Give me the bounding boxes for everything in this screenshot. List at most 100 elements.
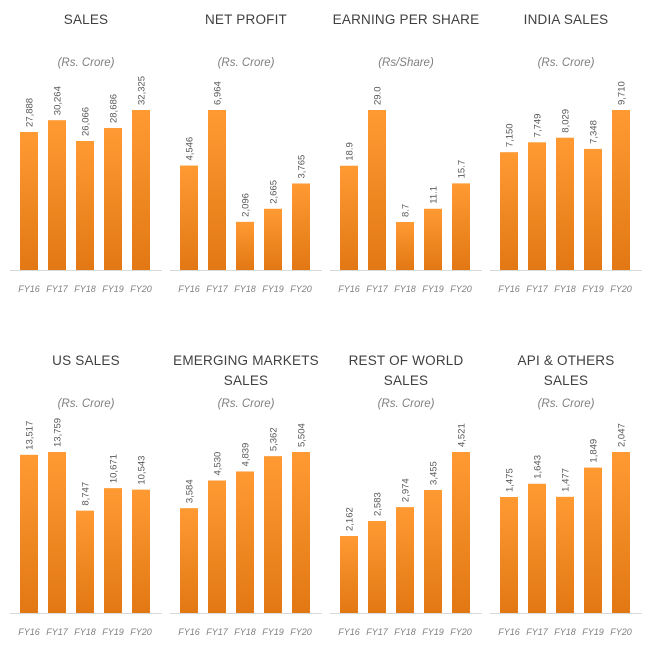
data-label: 8.7	[401, 204, 412, 217]
bar-fy18	[76, 140, 94, 270]
bar-fy16	[180, 508, 198, 613]
category-label: FY18	[234, 284, 256, 294]
category-label: FY18	[74, 284, 96, 294]
category-label: FY18	[554, 627, 576, 637]
category-label: FY20	[610, 627, 632, 637]
category-label: FY19	[262, 627, 284, 637]
chart-subtitle: (Rs. Crore)	[537, 398, 595, 410]
data-label: 4,839	[241, 443, 252, 467]
bar-fy19	[584, 148, 602, 270]
bar-fy18	[236, 471, 254, 613]
data-label: 2,047	[617, 423, 628, 447]
data-label: 8,747	[81, 482, 92, 506]
category-label: FY17	[366, 627, 389, 637]
bar-fy19	[264, 456, 282, 613]
chart-subtitle: (Rs/Share)	[378, 57, 434, 69]
category-label: FY18	[234, 627, 256, 637]
data-label: 3,455	[429, 461, 440, 485]
bar-fy19	[584, 467, 602, 613]
chart-title: NET PROFIT	[204, 12, 287, 27]
category-label: FY16	[498, 627, 520, 637]
data-label: 2,583	[373, 492, 384, 516]
category-label: FY18	[394, 627, 416, 637]
data-label: 9,710	[617, 81, 628, 105]
category-label: FY16	[498, 284, 520, 294]
bar-chart: 7,150 FY16 7,749 FY17 8,029 FY18 7,348 FY19 9,71…	[490, 81, 642, 294]
bar-fy18	[556, 137, 574, 270]
bar-fy17	[48, 452, 66, 613]
data-label: 6,964	[213, 81, 224, 105]
category-label: FY17	[46, 284, 69, 294]
bar-fy17	[368, 521, 386, 613]
data-label: 4,546	[185, 137, 196, 161]
bar-fy16	[20, 131, 38, 270]
bar-fy20	[612, 110, 630, 270]
data-label: 10,543	[137, 456, 148, 485]
data-label: 18.9	[345, 142, 356, 161]
bar-fy18	[396, 222, 414, 270]
chart-subtitle: (Rs. Crore)	[217, 57, 275, 69]
bar-fy16	[180, 165, 198, 270]
category-label: FY20	[130, 284, 152, 294]
data-label: 8,029	[561, 109, 572, 133]
data-label: 27,888	[25, 98, 36, 127]
bar-chart: 3,584 FY16 4,530 FY17 4,839 FY18 5,362 FY19 5,50…	[170, 423, 322, 637]
data-label: 32,325	[137, 76, 148, 105]
category-label: FY17	[366, 284, 389, 294]
bar-fy20	[452, 183, 470, 270]
category-label: FY16	[178, 627, 200, 637]
category-label: FY20	[610, 284, 632, 294]
category-label: FY20	[130, 627, 152, 637]
bar-fy17	[208, 110, 226, 270]
chart-subtitle: (Rs. Crore)	[57, 57, 115, 69]
category-label: FY19	[422, 284, 444, 294]
bar-fy19	[424, 208, 442, 270]
bar-fy19	[424, 489, 442, 613]
bar-fy16	[500, 496, 518, 613]
chart-subtitle: (Rs. Crore)	[377, 398, 435, 410]
category-label: FY17	[526, 627, 549, 637]
bar-chart: 1,475 FY16 1,643 FY17 1,477 FY18 1,849 FY19 2,04…	[490, 423, 642, 637]
chart-subtitle: (Rs. Crore)	[217, 398, 275, 410]
category-label: FY20	[290, 627, 312, 637]
category-label: FY19	[422, 627, 444, 637]
data-label: 28,686	[109, 94, 120, 123]
data-label: 3,765	[297, 155, 308, 179]
bar-fy16	[340, 536, 358, 613]
category-label: FY19	[262, 284, 284, 294]
bar-fy17	[208, 480, 226, 613]
chart-subtitle: (Rs. Crore)	[57, 398, 115, 410]
chart-title: US SALES	[52, 353, 120, 368]
data-label: 2,974	[401, 478, 412, 502]
bar-fy18	[396, 507, 414, 613]
category-label: FY17	[206, 627, 229, 637]
category-label: FY19	[102, 627, 124, 637]
data-label: 7,150	[505, 123, 516, 147]
data-label: 1,475	[505, 468, 516, 492]
data-label: 7,749	[533, 114, 544, 138]
chart-subtitle: (Rs. Crore)	[537, 57, 595, 69]
bar-fy17	[368, 110, 386, 270]
data-label: 30,264	[53, 86, 64, 115]
bar-fy19	[104, 488, 122, 613]
chart-title: EMERGING MARKETS SALES	[173, 353, 319, 388]
data-label: 4,530	[213, 452, 224, 476]
data-label: 26,066	[81, 107, 92, 136]
bar-fy16	[20, 454, 38, 613]
chart-title: API & OTHERS SALES	[517, 353, 615, 388]
category-label: FY17	[206, 284, 229, 294]
category-label: FY19	[582, 627, 604, 637]
category-label: FY17	[526, 284, 549, 294]
data-label: 15.7	[457, 160, 468, 179]
category-label: FY17	[46, 627, 69, 637]
category-label: FY20	[450, 627, 472, 637]
bar-fy18	[76, 510, 94, 613]
data-label: 11.1	[429, 186, 440, 204]
category-label: FY19	[102, 284, 124, 294]
bar-fy18	[556, 496, 574, 613]
bar-fy20	[292, 183, 310, 270]
data-label: 5,362	[269, 427, 280, 451]
category-label: FY16	[18, 284, 40, 294]
bar-chart: 27,888 FY16 30,264 FY17 26,066 FY18 28,686 FY19…	[10, 76, 162, 294]
bar-chart: 18.9 FY16 29.0 FY17 8.7 FY18 11.1 FY19 15.7 FY20	[330, 87, 482, 294]
